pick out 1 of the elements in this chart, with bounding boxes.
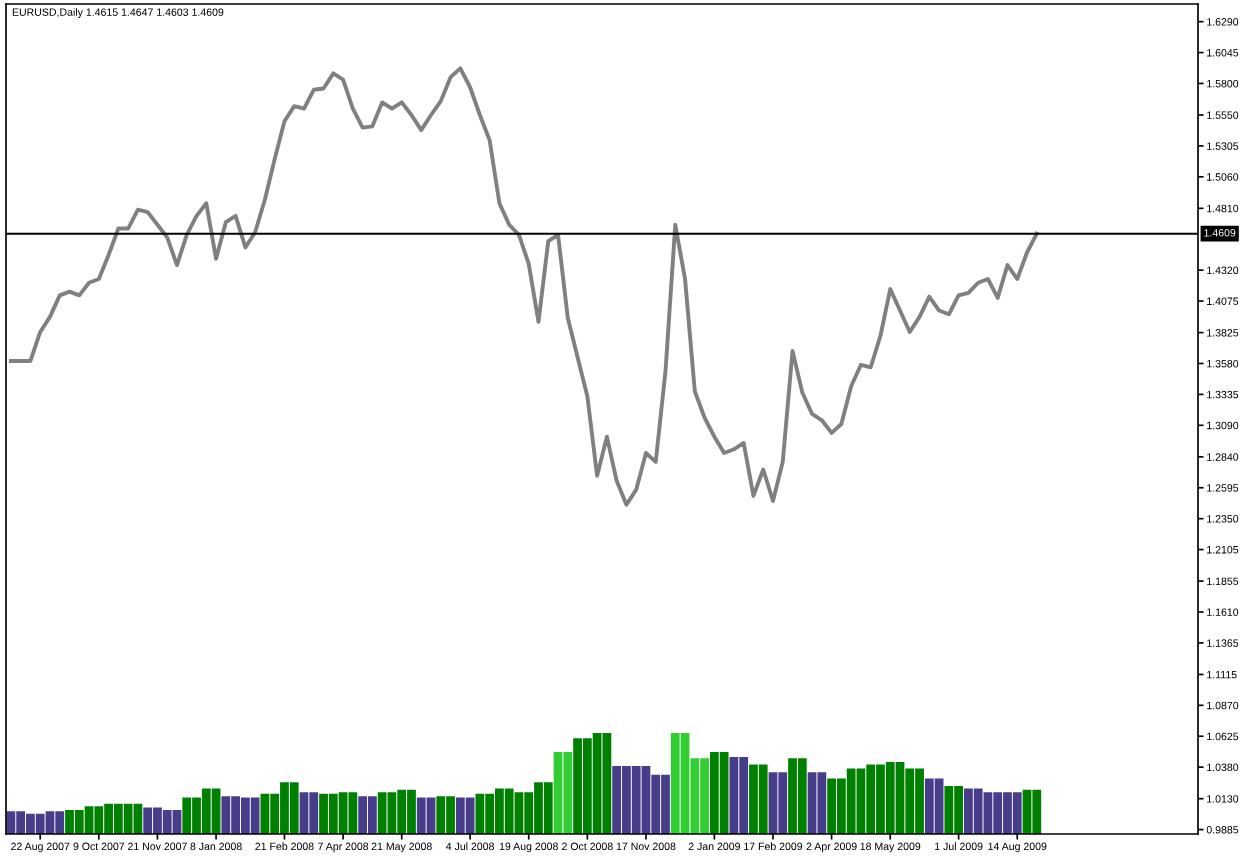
line-series (8, 66, 1039, 507)
